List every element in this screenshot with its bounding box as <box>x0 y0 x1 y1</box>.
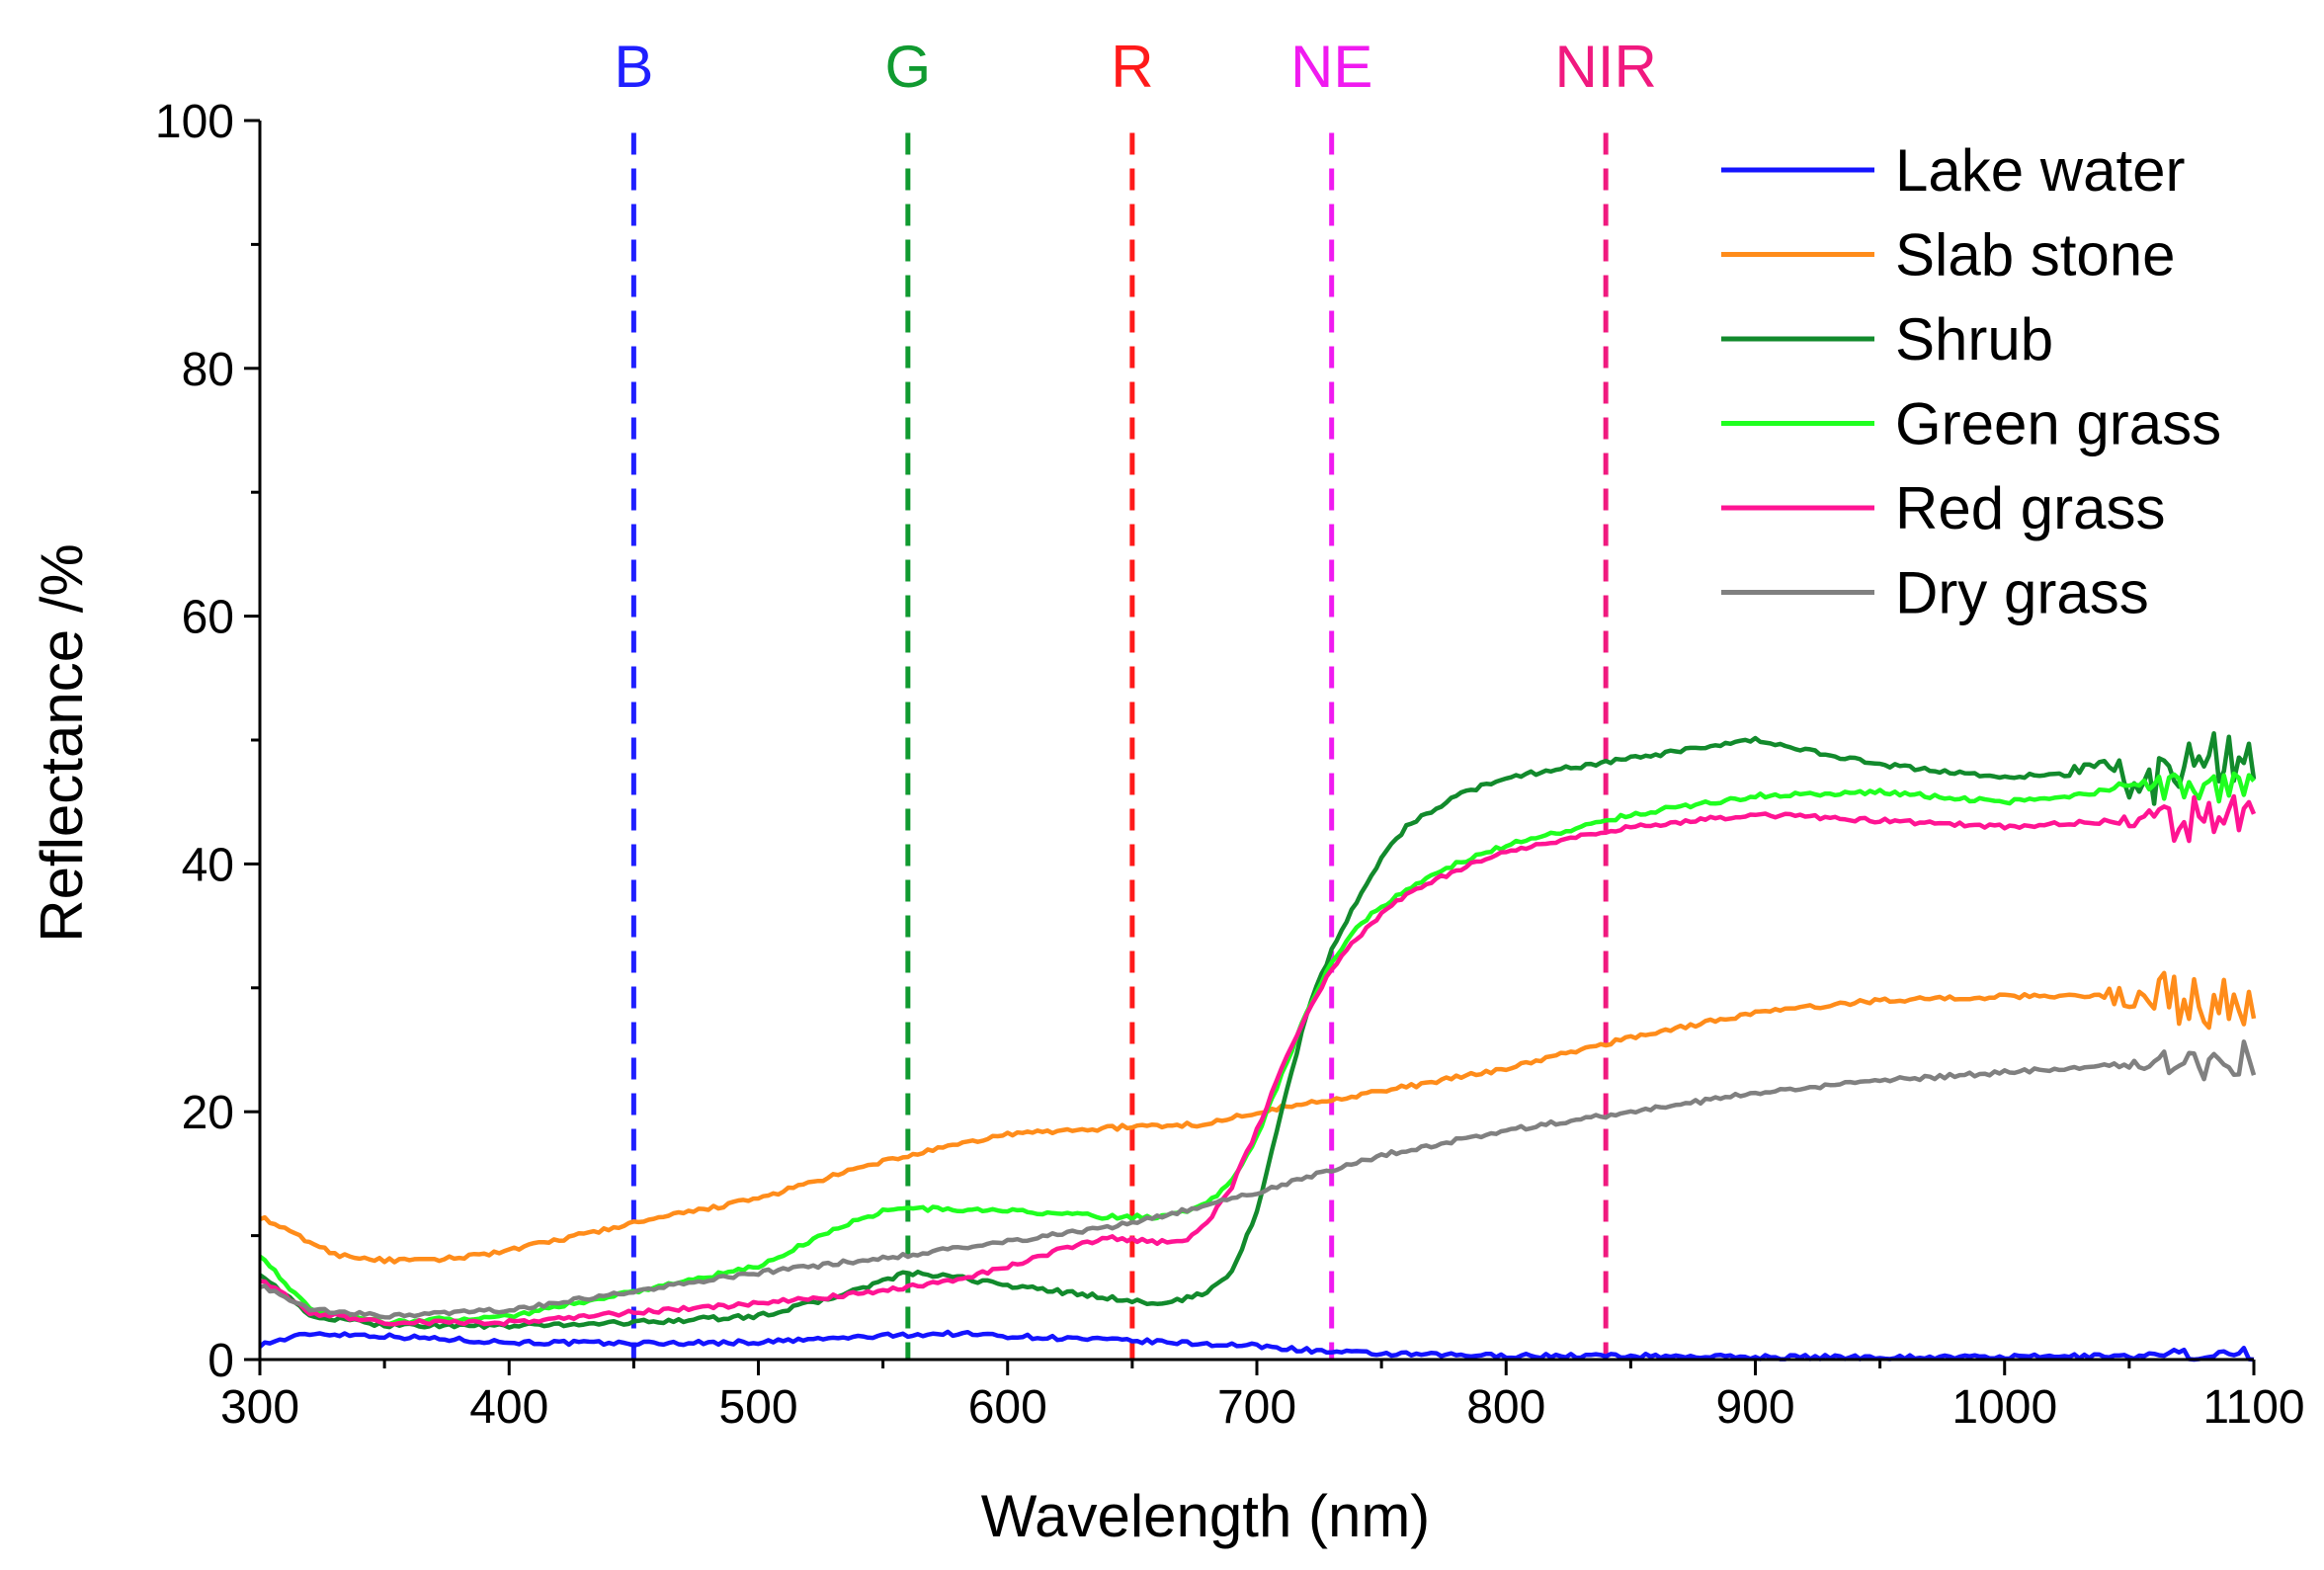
x-tick-label: 1000 <box>1951 1381 2057 1434</box>
x-ticks: 300 400 500 600 700 800 900 1000 1100 <box>220 1360 2305 1434</box>
plot-series <box>258 731 2257 1363</box>
y-tick-label: 0 <box>208 1335 234 1387</box>
band-markers: B G R NE NIR <box>614 34 1657 1360</box>
legend-label-red-grass: Red grass <box>1895 475 2165 541</box>
band-label-g: G <box>885 34 932 100</box>
y-tick-label: 60 <box>182 592 234 644</box>
x-tick-label: 600 <box>968 1381 1047 1434</box>
band-label-nir: NIR <box>1554 34 1656 100</box>
series-line-dry-grass <box>259 1039 2257 1320</box>
legend-label-dry-grass: Dry grass <box>1895 560 2149 626</box>
series-line-lake-water <box>258 1329 2255 1363</box>
legend-label-slab-stone: Slab stone <box>1895 222 2176 289</box>
x-tick-label: 900 <box>1715 1381 1794 1434</box>
x-axis-title: Wavelength (nm) <box>981 1483 1431 1549</box>
band-label-ne: NE <box>1290 34 1372 100</box>
y-ticks: 0 20 40 60 80 100 <box>155 96 260 1387</box>
band-label-r: R <box>1111 34 1153 100</box>
legend-label-shrub: Shrub <box>1895 306 2053 372</box>
y-tick-label: 20 <box>182 1087 234 1139</box>
y-axis-title: Reflectance /% <box>29 543 95 943</box>
series-line-red-grass <box>259 793 2257 1327</box>
band-label-b: B <box>614 34 653 100</box>
y-tick-label: 40 <box>182 839 234 891</box>
legend: Lake water Slab stone Shrub Green grass Red … <box>1721 137 2221 626</box>
series-line-slab-stone <box>259 970 2257 1265</box>
series-line-shrub <box>258 731 2257 1330</box>
y-tick-label: 80 <box>182 344 234 396</box>
x-tick-label: 500 <box>718 1381 797 1434</box>
y-tick-label: 100 <box>155 96 234 148</box>
legend-label-lake-water: Lake water <box>1895 137 2186 204</box>
x-tick-label: 1100 <box>2202 1381 2304 1434</box>
x-tick-label: 800 <box>1466 1381 1545 1434</box>
legend-label-green-grass: Green grass <box>1895 391 2221 457</box>
x-tick-label: 700 <box>1217 1381 1296 1434</box>
x-tick-label: 400 <box>469 1381 548 1434</box>
x-tick-label: 300 <box>220 1381 299 1434</box>
